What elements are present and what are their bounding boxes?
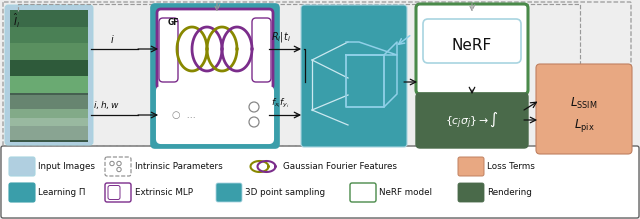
Text: $f_{x_i} f_{y_i}$: $f_{x_i} f_{y_i}$ (271, 97, 290, 110)
FancyBboxPatch shape (301, 5, 407, 147)
FancyBboxPatch shape (252, 18, 271, 82)
Text: Rendering: Rendering (487, 188, 532, 197)
Bar (10, 118, 88, 140)
Bar (10, 109, 88, 125)
FancyBboxPatch shape (350, 183, 376, 202)
Text: $L_{\rm SSIM}$: $L_{\rm SSIM}$ (570, 95, 598, 111)
Text: ○  ...: ○ ... (172, 110, 196, 120)
Text: Gaussian Fourier Features: Gaussian Fourier Features (283, 162, 397, 171)
FancyBboxPatch shape (458, 157, 484, 176)
FancyBboxPatch shape (159, 18, 178, 82)
FancyBboxPatch shape (536, 64, 632, 154)
FancyBboxPatch shape (157, 9, 273, 89)
Text: $L_{\rm pix}$: $L_{\rm pix}$ (573, 117, 595, 134)
Bar (10, 10, 88, 26)
Text: $i$: $i$ (110, 33, 115, 45)
Bar (10, 43, 88, 60)
Bar (10, 125, 88, 142)
Bar (10, 76, 88, 92)
FancyBboxPatch shape (423, 19, 521, 63)
FancyBboxPatch shape (5, 5, 93, 145)
Bar (10, 60, 88, 76)
Bar (10, 95, 88, 140)
Bar (10, 92, 88, 109)
FancyBboxPatch shape (9, 183, 35, 202)
FancyBboxPatch shape (157, 87, 273, 143)
FancyBboxPatch shape (216, 183, 242, 202)
FancyBboxPatch shape (105, 157, 131, 176)
Text: Loss Terms: Loss Terms (487, 162, 535, 171)
FancyBboxPatch shape (108, 185, 120, 200)
Text: $\{c_j\sigma_j\} \rightarrow \int$: $\{c_j\sigma_j\} \rightarrow \int$ (445, 110, 499, 130)
Text: NeRF: NeRF (452, 37, 492, 53)
FancyBboxPatch shape (1, 146, 639, 218)
FancyBboxPatch shape (416, 4, 528, 94)
Text: Extrinsic MLP: Extrinsic MLP (135, 188, 193, 197)
Text: Learning Π: Learning Π (38, 188, 86, 197)
Text: $\hat{I}_i$: $\hat{I}_i$ (13, 12, 20, 30)
Text: NeRF model: NeRF model (379, 188, 432, 197)
FancyBboxPatch shape (151, 4, 279, 148)
Bar (10, 26, 88, 43)
Text: $i, h, w$: $i, h, w$ (93, 99, 120, 111)
Text: Input Images: Input Images (38, 162, 95, 171)
Text: GF: GF (168, 18, 179, 27)
FancyBboxPatch shape (458, 183, 484, 202)
FancyBboxPatch shape (9, 157, 35, 176)
Text: Intrinsic Parameters: Intrinsic Parameters (135, 162, 223, 171)
Text: $R_i|t_i$: $R_i|t_i$ (271, 30, 291, 44)
FancyBboxPatch shape (105, 183, 131, 202)
Text: 3D point sampling: 3D point sampling (245, 188, 325, 197)
FancyBboxPatch shape (416, 93, 528, 148)
